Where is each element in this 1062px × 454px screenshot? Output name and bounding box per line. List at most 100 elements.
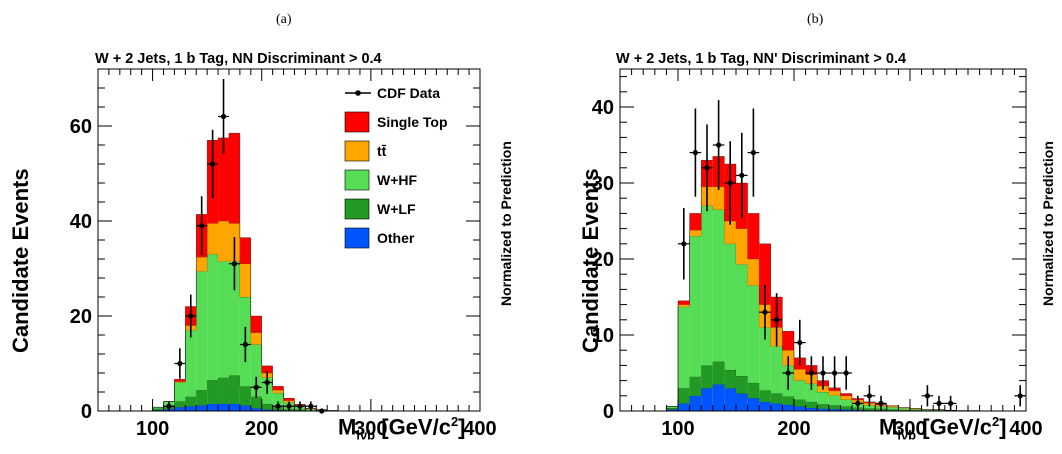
bar-tt- bbox=[794, 369, 806, 381]
x-axis-label-sub: lνb bbox=[897, 427, 917, 443]
bar-other bbox=[724, 388, 736, 411]
legend-label: CDF Data bbox=[377, 85, 440, 101]
bar-w-lf bbox=[152, 408, 164, 411]
bar-other bbox=[794, 406, 806, 411]
bar-w-hf bbox=[207, 254, 219, 381]
legend-label: Single Top bbox=[377, 114, 448, 130]
bar-w-lf bbox=[805, 401, 818, 408]
bar-w-hf bbox=[921, 409, 934, 411]
bar-w-lf bbox=[218, 377, 229, 404]
chart-a: 100 200 300 400 0 20 40 60 CDF Data Single Top tt̄… bbox=[70, 68, 497, 440]
bar-tt- bbox=[747, 259, 760, 286]
data-point bbox=[286, 403, 292, 409]
bar-other bbox=[207, 403, 219, 411]
bar-other bbox=[666, 409, 678, 411]
legend-marker bbox=[355, 90, 361, 96]
x-tick-label: 400 bbox=[463, 418, 496, 440]
bar-w-lf bbox=[794, 399, 806, 407]
bar-w-hf bbox=[218, 261, 229, 378]
data-point bbox=[253, 384, 259, 390]
bar-single-top bbox=[747, 213, 760, 259]
bar-w-hf bbox=[666, 406, 678, 408]
bar-w-hf bbox=[747, 285, 760, 383]
bar-w-hf bbox=[724, 243, 736, 370]
bar-other bbox=[239, 405, 251, 411]
bar-w-lf bbox=[261, 403, 273, 410]
data-point bbox=[166, 403, 172, 409]
y-tick-label: 40 bbox=[592, 97, 614, 119]
x-axis-label-unit: [GeV/c bbox=[375, 414, 451, 440]
bar-single-top bbox=[283, 398, 295, 401]
bar-w-hf bbox=[759, 327, 771, 391]
bar-w-hf bbox=[174, 382, 186, 402]
panel-label: (b) bbox=[807, 12, 824, 27]
bar-other bbox=[689, 395, 702, 411]
bar-w-lf bbox=[759, 390, 771, 402]
data-point bbox=[785, 370, 791, 376]
bar-w-hf bbox=[196, 271, 208, 391]
data-point bbox=[242, 341, 248, 348]
legend-label: Other bbox=[377, 230, 415, 246]
bar-other bbox=[747, 398, 760, 411]
x-axis-label-close: ] bbox=[999, 414, 1007, 440]
bar-other bbox=[840, 409, 852, 411]
y-tick-label: 10 bbox=[592, 325, 614, 347]
plot-title: W + 2 Jets, 1 b Tag, NN Discriminant > 0… bbox=[95, 51, 382, 67]
bar-single-top bbox=[228, 133, 240, 224]
data-point bbox=[716, 142, 722, 148]
bar-w-hf bbox=[678, 306, 690, 389]
x-tick-label: 300 bbox=[893, 418, 926, 440]
legend-swatch bbox=[344, 227, 370, 249]
bar-w-hf bbox=[817, 392, 829, 405]
chart-b: 100 200 300 400 0 10 20 30 40 bbox=[592, 68, 1043, 440]
bar-other bbox=[678, 403, 690, 411]
data-point bbox=[750, 150, 756, 156]
bar-tt- bbox=[196, 257, 208, 272]
bar-w-hf bbox=[770, 346, 783, 394]
data-point bbox=[188, 313, 194, 319]
data-point bbox=[924, 393, 930, 399]
bar-other bbox=[805, 407, 818, 411]
bar-w-lf bbox=[840, 406, 852, 410]
data-point bbox=[936, 400, 942, 406]
bar-tt- bbox=[250, 332, 262, 345]
x-tick-label: 300 bbox=[354, 418, 387, 440]
bar-single-top bbox=[782, 331, 794, 351]
data-point bbox=[681, 241, 687, 247]
bar-single-top bbox=[678, 300, 690, 305]
bar-w-hf bbox=[828, 395, 841, 406]
bar-w-hf bbox=[805, 383, 818, 402]
data-point bbox=[878, 400, 884, 406]
y-tick-label: 20 bbox=[592, 249, 614, 271]
legend-swatch bbox=[344, 169, 370, 191]
bar-tt- bbox=[828, 390, 841, 396]
bar-w-lf bbox=[747, 382, 760, 399]
x-tick-label: 200 bbox=[777, 418, 810, 440]
bar-w-hf bbox=[794, 380, 806, 400]
bar-tt- bbox=[678, 304, 690, 307]
bar-w-lf bbox=[863, 408, 876, 411]
bar-other bbox=[736, 393, 748, 411]
bar-tt- bbox=[218, 221, 229, 262]
bar-tt- bbox=[272, 390, 284, 393]
bar-tt- bbox=[207, 223, 219, 255]
bar-other bbox=[250, 408, 262, 411]
bar-w-lf bbox=[666, 407, 678, 410]
data-point bbox=[948, 400, 954, 406]
data-point bbox=[762, 309, 768, 315]
bar-tt- bbox=[689, 230, 702, 237]
bar-tt- bbox=[886, 406, 899, 408]
bar-other bbox=[712, 384, 725, 411]
bar-w-lf bbox=[817, 404, 829, 409]
panel-label: (a) bbox=[276, 12, 292, 27]
bar-w-lf bbox=[207, 380, 219, 404]
bar-w-lf bbox=[228, 375, 240, 404]
x-axis-label-main: M bbox=[338, 414, 357, 440]
x-axis-label-close: ] bbox=[458, 414, 466, 440]
data-point bbox=[739, 172, 745, 178]
bar-other bbox=[185, 406, 197, 411]
y-tick-label: 40 bbox=[70, 211, 92, 233]
bar-single-top bbox=[759, 243, 771, 305]
data-point bbox=[308, 403, 314, 409]
data-point bbox=[774, 317, 780, 323]
